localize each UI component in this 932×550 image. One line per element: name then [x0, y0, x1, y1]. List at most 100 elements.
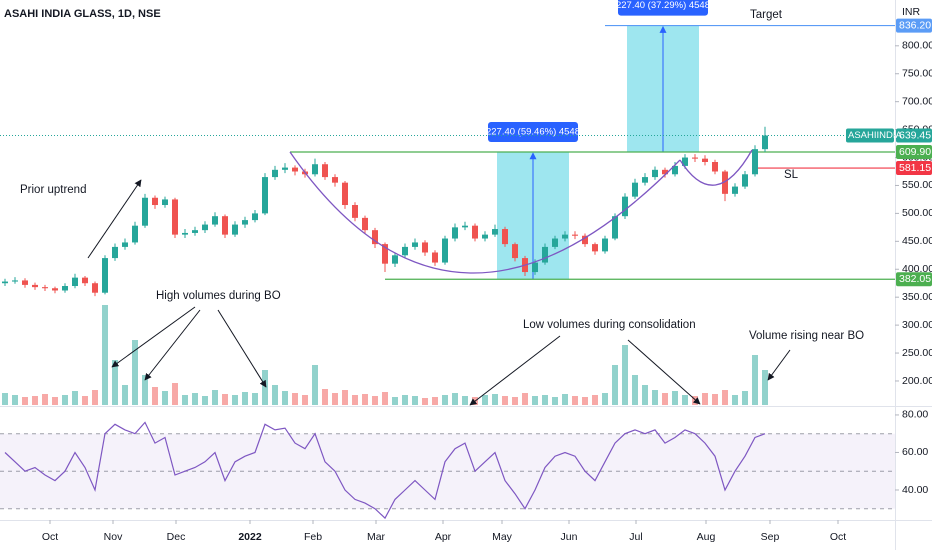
volume-bar — [632, 375, 638, 405]
candle-body — [342, 182, 348, 206]
arrow — [469, 335, 561, 406]
volume-bar — [12, 395, 18, 405]
candle-body — [712, 162, 718, 172]
candle-body — [332, 177, 338, 183]
volume-bar — [512, 397, 518, 405]
volume-bar — [432, 397, 438, 405]
annotation: Volume rising near BO — [749, 330, 864, 342]
candle-body — [742, 174, 748, 187]
measure-label: 227.40 (37.29%) 4548 — [616, 0, 710, 11]
candle-body — [292, 167, 298, 172]
volume-bar — [752, 355, 758, 405]
volume-bar — [292, 393, 298, 405]
symbol-label: ASAHIINDIA — [848, 130, 903, 141]
level-label: 609.90 — [899, 146, 931, 158]
candle-body — [32, 284, 38, 288]
y-tick-label: 500.00 — [902, 207, 932, 219]
x-tick-label: Mar — [367, 531, 386, 543]
volume-bar — [722, 390, 728, 405]
volume-bar — [702, 393, 708, 405]
candle-body — [232, 224, 238, 235]
candle-body — [152, 197, 158, 206]
rsi-tick-label: 60.00 — [902, 446, 928, 458]
level-tag — [896, 128, 932, 143]
candle-body — [62, 286, 68, 291]
level-tag — [896, 18, 932, 33]
volume-bar — [342, 390, 348, 405]
volume-layer — [2, 305, 768, 405]
candle-body — [732, 186, 738, 194]
volume-bar — [72, 391, 78, 405]
volume-bar — [382, 392, 388, 405]
handle-curve — [679, 149, 753, 186]
candle-body — [662, 169, 668, 175]
candle-body — [372, 230, 378, 245]
candle-body — [242, 220, 248, 225]
candle-body — [282, 167, 288, 170]
x-tick-label: Oct — [42, 531, 58, 543]
candle-body — [42, 287, 48, 289]
candle-body — [392, 255, 398, 264]
cup-curve — [289, 151, 681, 274]
candle-body — [72, 277, 78, 287]
y-tick-label: 750.00 — [902, 68, 932, 80]
candle-body — [562, 234, 568, 239]
volume-bar — [252, 393, 258, 405]
level-label: 581.15 — [899, 162, 931, 174]
drawings — [87, 149, 791, 406]
candle-body — [752, 149, 758, 175]
volume-bar — [532, 396, 538, 405]
volume-bar — [232, 395, 238, 405]
x-tick-label: Dec — [167, 531, 186, 543]
candle-body — [142, 197, 148, 226]
candle-body — [182, 232, 188, 235]
candle-body — [652, 169, 658, 178]
rsi-layer — [0, 421, 895, 520]
candle-body — [552, 238, 558, 247]
y-tick-label: 350.00 — [902, 291, 932, 303]
volume-bar — [552, 397, 558, 405]
volume-bar — [312, 365, 318, 405]
candle-body — [532, 262, 538, 273]
volume-bar — [422, 398, 428, 405]
candle-body — [212, 216, 218, 225]
volume-bar — [522, 393, 528, 405]
volume-bar — [402, 395, 408, 405]
volume-bar — [712, 394, 718, 405]
candle-body — [672, 165, 678, 175]
volume-bar — [202, 396, 208, 405]
candle-body — [592, 244, 598, 252]
volume-bar — [162, 391, 168, 405]
y-tick-label: 700.00 — [902, 95, 932, 107]
candles-layer — [2, 126, 768, 297]
volume-bar — [332, 393, 338, 405]
volume-bar — [682, 395, 688, 405]
candle-body — [402, 246, 408, 256]
level-label: 382.05 — [899, 273, 931, 285]
volume-bar — [372, 396, 378, 405]
volume-bar — [92, 390, 98, 405]
volume-bar — [182, 395, 188, 405]
volume-bar — [122, 385, 128, 405]
candle-body — [472, 225, 478, 239]
candle-body — [312, 164, 318, 175]
volume-bar — [212, 390, 218, 405]
candle-body — [92, 283, 98, 293]
measure-label: 227.40 (59.46%) 4548 — [486, 127, 580, 138]
volume-bar — [672, 391, 678, 405]
x-tick-label: 2022 — [238, 531, 262, 543]
volume-bar — [142, 375, 148, 405]
candle-body — [642, 177, 648, 183]
candle-body — [102, 258, 108, 293]
volume-bar — [482, 395, 488, 405]
candle-body — [572, 234, 578, 236]
volume-bar — [562, 394, 568, 405]
x-tick-label: Jun — [561, 531, 578, 543]
candle-body — [702, 158, 708, 162]
volume-bar — [442, 395, 448, 405]
candle-body — [202, 224, 208, 231]
candle-body — [412, 242, 418, 247]
volume-bar — [572, 396, 578, 405]
